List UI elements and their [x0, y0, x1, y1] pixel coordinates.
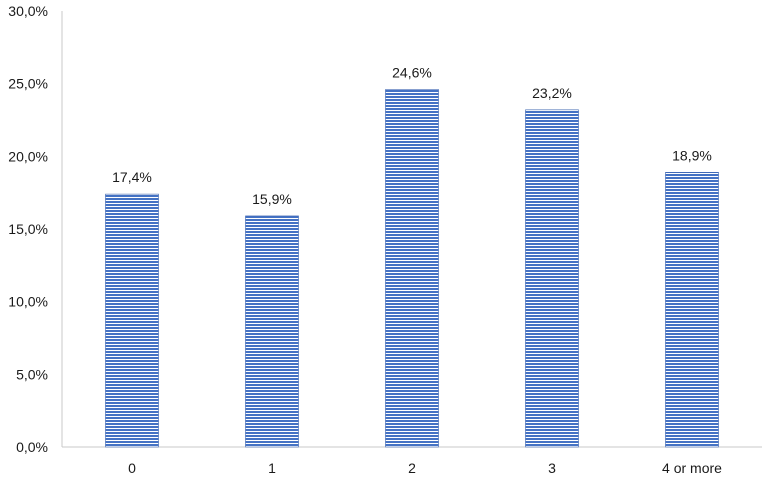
bar [385, 89, 439, 448]
y-axis: 0,0% 5,0% 10,0% 15,0% 20,0% 25,0% 30,0% [8, 3, 63, 455]
data-label: 15,9% [252, 191, 292, 207]
bar [245, 215, 299, 448]
y-tick-label: 20,0% [8, 148, 48, 164]
y-tick-label: 10,0% [8, 294, 48, 310]
y-tick-label: 30,0% [8, 3, 48, 19]
data-label: 18,9% [672, 147, 712, 163]
x-tick-label: 1 [268, 460, 276, 476]
y-tick-label: 5,0% [16, 366, 48, 382]
y-tick-label: 15,0% [8, 221, 48, 237]
x-tick-label: 3 [548, 460, 556, 476]
y-tick-label: 0,0% [16, 439, 48, 455]
x-axis: 0 1 2 3 4 or more [62, 446, 762, 476]
data-label: 17,4% [112, 169, 152, 185]
bars [105, 89, 719, 448]
x-tick-label: 2 [408, 460, 416, 476]
x-tick-label: 4 or more [662, 460, 722, 476]
bar [525, 109, 579, 448]
data-labels: 17,4% 15,9% 24,6% 23,2% 18,9% [112, 64, 712, 206]
data-label: 23,2% [532, 85, 572, 101]
x-tick-label: 0 [128, 460, 136, 476]
y-tick-label: 25,0% [8, 76, 48, 92]
bar [665, 172, 719, 448]
data-label: 24,6% [392, 64, 432, 80]
bar [105, 193, 159, 448]
